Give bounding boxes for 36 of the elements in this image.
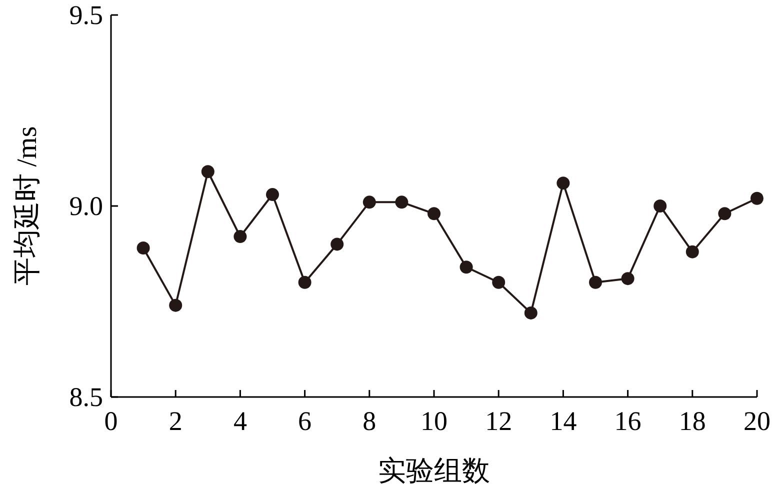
- point: [330, 238, 344, 251]
- x-tick-label: 12: [485, 406, 512, 436]
- point: [524, 306, 538, 320]
- point: [201, 165, 214, 178]
- point: [169, 298, 182, 312]
- x-tick-label: 4: [233, 406, 248, 436]
- point: [266, 188, 279, 202]
- y-axis-title: 平均延时 /ms: [12, 126, 43, 286]
- point: [298, 276, 312, 289]
- point: [686, 245, 699, 258]
- x-tick-label: 0: [104, 406, 118, 436]
- point: [460, 260, 473, 274]
- point: [750, 192, 764, 205]
- y-tick-label: 9.0: [69, 191, 103, 221]
- y-tick-label: 8.5: [69, 382, 103, 412]
- x-tick-label: 8: [362, 406, 376, 436]
- x-tick-label: 10: [420, 406, 448, 436]
- point: [395, 196, 408, 209]
- point: [136, 242, 150, 255]
- point: [492, 276, 506, 289]
- x-tick-label: 20: [744, 406, 770, 436]
- point: [621, 272, 634, 286]
- x-tick-label: 14: [550, 406, 578, 436]
- y-tick-label: 9.5: [69, 0, 103, 30]
- point: [556, 176, 570, 190]
- x-tick-label: 16: [614, 406, 642, 436]
- x-tick-label: 18: [678, 406, 706, 436]
- point: [362, 196, 376, 209]
- point: [718, 207, 732, 220]
- x-tick-label: 2: [168, 406, 182, 436]
- point: [234, 230, 247, 244]
- x-axis-title: 实验组数: [378, 456, 490, 487]
- point: [428, 207, 440, 220]
- point: [589, 276, 602, 289]
- x-tick-label: 6: [298, 406, 312, 436]
- point: [654, 200, 667, 212]
